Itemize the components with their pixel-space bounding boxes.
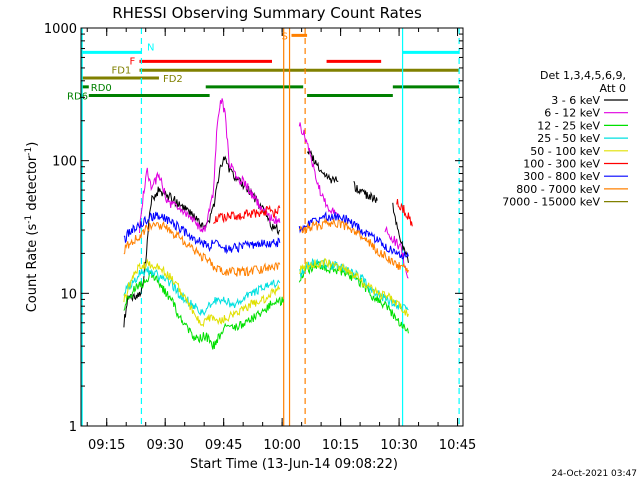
series-line-800-7000keV-1 bbox=[298, 217, 409, 273]
event-label-fd2: FD2 bbox=[163, 74, 183, 85]
series-line-3-6keV-1 bbox=[306, 149, 339, 184]
legend-label-2: 12 - 25 keV bbox=[537, 119, 600, 132]
legend-label-3: 25 - 50 keV bbox=[537, 132, 600, 145]
y-axis-label: Count Rate (s-1 detector-1) bbox=[24, 142, 40, 313]
event-label-fd1: FD1 bbox=[111, 65, 131, 76]
y-tick-label-1: 10 bbox=[60, 287, 77, 302]
legend-label-5: 100 - 300 keV bbox=[523, 158, 600, 171]
series-line-3-6keV-0 bbox=[123, 155, 281, 328]
event-label-f: F bbox=[129, 56, 135, 67]
y-axis-ticks: 1 10 100 1000 bbox=[44, 22, 463, 435]
vertical-markers bbox=[81, 28, 460, 426]
series-line-3-6keV-2 bbox=[353, 180, 378, 203]
y-label-mid: detector bbox=[25, 155, 40, 215]
y-label-sup2: -1 bbox=[24, 147, 34, 156]
y-label-sup1: -1 bbox=[24, 215, 34, 224]
event-label-s: S bbox=[281, 31, 287, 42]
x-tick-label-5: 10:30 bbox=[380, 438, 417, 453]
series-line-100-300keV-0 bbox=[213, 204, 281, 224]
series-line-3-6keV-3 bbox=[392, 202, 409, 263]
legend-label-1: 6 - 12 keV bbox=[544, 107, 600, 120]
series-line-300-800keV-1 bbox=[298, 211, 409, 260]
x-axis-label: Start Time (13-Jun-14 09:08:22) bbox=[190, 457, 398, 472]
series-line-800-7000keV-0 bbox=[123, 221, 281, 277]
legend-label-4: 50 - 100 keV bbox=[530, 145, 600, 158]
plot-frame bbox=[80, 27, 464, 427]
footer-date: 24-Oct-2021 03:47 bbox=[552, 469, 637, 479]
count-rate-series bbox=[123, 98, 413, 350]
x-axis-ticks: 09:15 09:30 09:45 10:00 10:15 10:30 10:45 bbox=[86, 28, 476, 453]
series-line-50-100keV-0 bbox=[123, 258, 281, 328]
legend-label-8: 7000 - 15000 keV bbox=[502, 196, 600, 209]
series-line-25-50keV-0 bbox=[123, 266, 281, 317]
legend-label-6: 300 - 800 keV bbox=[523, 170, 600, 183]
series-line-6-12keV-0 bbox=[139, 98, 281, 234]
x-tick-label-1: 09:30 bbox=[146, 438, 183, 453]
y-tick-label-2: 100 bbox=[52, 155, 77, 170]
series-line-12-25keV-0 bbox=[123, 269, 285, 350]
legend-header-2: Att 0 bbox=[600, 82, 626, 95]
x-tick-label-2: 09:45 bbox=[205, 438, 242, 453]
series-line-100-300keV-1 bbox=[396, 199, 413, 227]
series-line-50-100keV-1 bbox=[299, 257, 409, 317]
legend-header-1: Det 1,3,4,5,6,9, bbox=[540, 69, 626, 82]
x-tick-label-0: 09:15 bbox=[88, 438, 125, 453]
series-line-6-12keV-1 bbox=[298, 122, 339, 218]
x-tick-label-6: 10:45 bbox=[439, 438, 476, 453]
event-label-n: N bbox=[147, 42, 154, 53]
legend-label-7: 800 - 7000 keV bbox=[516, 183, 600, 196]
y-tick-label-3: 1000 bbox=[44, 22, 77, 37]
y-tick-label-0: 1 bbox=[69, 420, 77, 435]
y-label-main: Count Rate (s bbox=[25, 224, 40, 313]
x-tick-label-3: 10:00 bbox=[263, 438, 300, 453]
chart-title: RHESSI Observing Summary Count Rates bbox=[112, 4, 422, 22]
event-label-rd6: RD6 bbox=[67, 91, 88, 102]
event-label-rd0: RD0 bbox=[91, 83, 112, 94]
legend-label-0: 3 - 6 keV bbox=[551, 94, 600, 107]
y-label-end: ) bbox=[25, 142, 40, 147]
x-tick-label-4: 10:15 bbox=[322, 438, 359, 453]
series-line-300-800keV-0 bbox=[123, 211, 281, 255]
